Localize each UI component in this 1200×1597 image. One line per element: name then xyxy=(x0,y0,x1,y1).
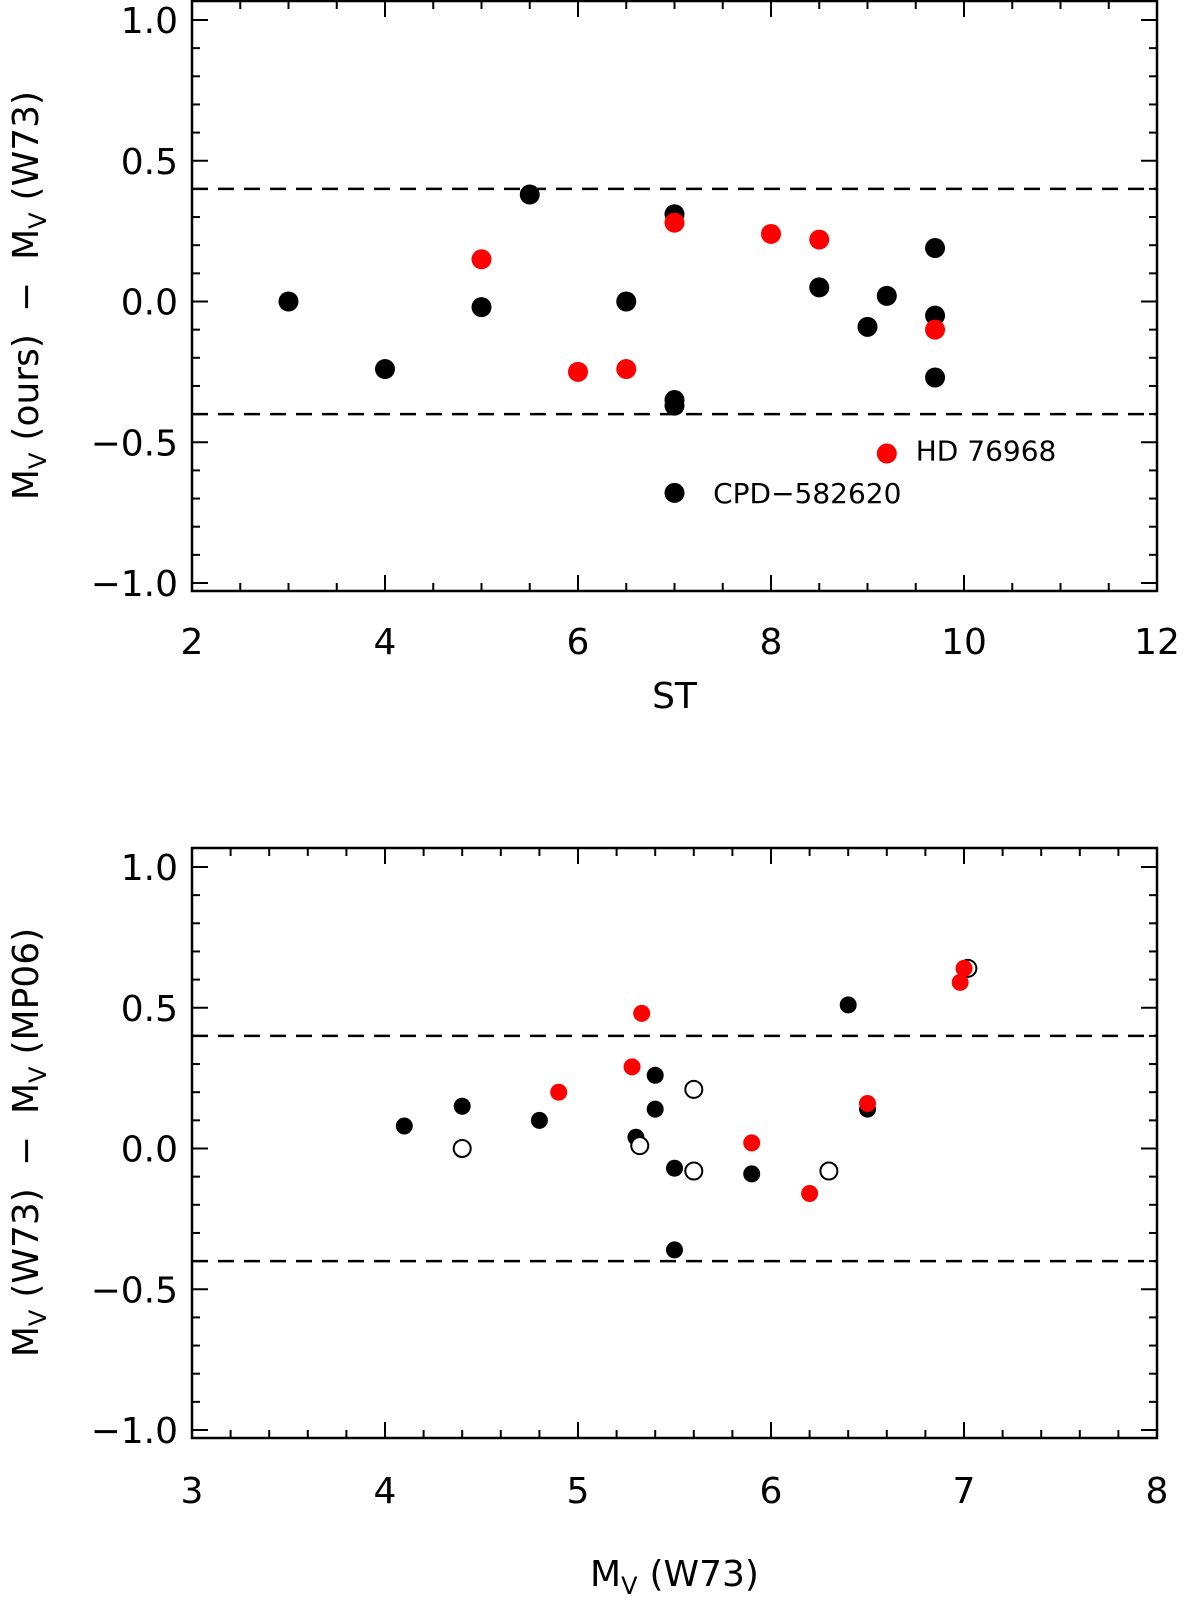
bottom-ylabel-minus: − xyxy=(6,1136,47,1166)
bottom-point-black-open xyxy=(630,1136,650,1156)
bottom-point-black-filled xyxy=(646,1066,664,1084)
top-x-tick-label: 4 xyxy=(374,622,397,663)
bottom-x-tick-label: 6 xyxy=(760,1471,783,1512)
bottom-x-tick-label: 3 xyxy=(181,1471,204,1512)
bottom-point-black-filled xyxy=(666,1241,683,1259)
top-point-black xyxy=(519,184,540,205)
bottom-ylabel-paren2: (MP06) xyxy=(6,928,47,1055)
top-x-tick-label: 8 xyxy=(760,622,783,663)
bottom-xlabel-sub: V xyxy=(621,1572,638,1597)
bottom-y-tick-label: −0.5 xyxy=(91,1270,178,1311)
top-point-black xyxy=(925,305,946,326)
bottom-panel-ticks xyxy=(191,848,1158,1438)
bottom-y-tick-label: 1.0 xyxy=(121,848,178,889)
top-point-red xyxy=(568,361,588,382)
bottom-xlabel-paren: (W73) xyxy=(649,1554,759,1595)
bottom-ylabel-sub1: V xyxy=(24,1309,52,1326)
bottom-point-black-open xyxy=(684,1079,704,1099)
bottom-x-tick-label: 7 xyxy=(953,1471,976,1512)
bottom-point-black-filled xyxy=(453,1097,471,1115)
top-y-tick-label: 0.0 xyxy=(121,283,178,324)
top-x-axis-title: ST xyxy=(652,676,698,717)
top-y-tick-label: 0.5 xyxy=(121,142,178,183)
bottom-x-tick-label: 8 xyxy=(1146,1471,1169,1512)
bottom-x-tick-label: 5 xyxy=(567,1471,590,1512)
bottom-y-axis-title: MV(W73)−MV(MP06) xyxy=(6,928,52,1357)
bottom-y-tick-label: 0.0 xyxy=(121,1130,178,1171)
top-point-red xyxy=(925,319,946,340)
top-ylabel-paren2: (W73) xyxy=(6,91,47,201)
top-x-tick-label: 12 xyxy=(1134,622,1180,663)
top-ylabel-minus: − xyxy=(6,282,47,312)
bottom-point-red xyxy=(623,1058,641,1076)
top-y-tick-label: 1.0 xyxy=(121,1,178,42)
top-panel-marks: HD 76968 CPD−582620 xyxy=(192,184,1157,510)
bottom-ylabel-m1: M xyxy=(6,1326,47,1357)
bottom-point-red xyxy=(801,1185,819,1203)
top-y-tick-label: −0.5 xyxy=(91,423,178,464)
top-point-black xyxy=(278,291,299,312)
top-ylabel-m1: M xyxy=(6,469,47,500)
bottom-point-black-open xyxy=(819,1161,839,1181)
top-y-tick-label: −1.0 xyxy=(91,564,178,605)
top-point-black xyxy=(664,395,685,416)
top-point-black xyxy=(471,297,492,318)
bottom-plot-frame xyxy=(190,846,1159,1440)
bottom-ylabel-m2: M xyxy=(6,1083,47,1114)
bottom-point-black-filled xyxy=(530,1111,548,1129)
bottom-x-axis-title: MV (W73) xyxy=(590,1554,759,1597)
top-point-black xyxy=(925,238,946,259)
top-ylabel-sub1: V xyxy=(24,452,52,469)
top-point-black xyxy=(664,482,685,503)
top-ylabel-paren1: (ours) xyxy=(6,334,47,441)
top-x-tick-label: 2 xyxy=(181,622,204,663)
top-ylabel-m2: M xyxy=(6,229,47,260)
bottom-panel-marks xyxy=(192,958,1157,1263)
top-point-red xyxy=(876,443,897,464)
bottom-point-black-filled xyxy=(839,996,857,1014)
top-point-red xyxy=(471,249,492,270)
bottom-point-red xyxy=(633,1004,651,1022)
bottom-point-black-open xyxy=(684,1161,704,1181)
top-x-tick-label: 10 xyxy=(941,622,987,663)
top-point-red xyxy=(664,212,685,233)
bottom-point-black-open xyxy=(452,1139,472,1158)
top-point-black xyxy=(925,367,946,388)
top-point-black xyxy=(809,277,830,298)
top-panel-tick-labels: 2 4 6 8 10 12 −1.0 −0.5 0.0 0.5 1.0 xyxy=(91,1,1180,663)
bottom-point-red xyxy=(955,959,973,977)
top-point-black xyxy=(876,285,897,306)
top-point-black xyxy=(375,359,395,380)
bottom-y-tick-label: 0.5 xyxy=(121,989,178,1030)
bottom-xlabel-m: M xyxy=(590,1554,621,1595)
bottom-y-tick-label: −1.0 xyxy=(91,1411,178,1452)
bottom-point-black-filled xyxy=(743,1165,761,1183)
top-panel-ticks xyxy=(191,1,1158,591)
bottom-point-red xyxy=(550,1083,568,1101)
bottom-point-red xyxy=(859,1094,876,1112)
top-annotation: CPD−582620 xyxy=(713,477,901,510)
top-point-red xyxy=(616,359,637,380)
top-point-black xyxy=(857,316,878,337)
top-ylabel-sub2: V xyxy=(24,212,52,229)
top-point-red xyxy=(809,229,830,250)
bottom-x-tick-label: 4 xyxy=(374,1471,397,1512)
bottom-point-black-filled xyxy=(646,1100,664,1118)
top-x-tick-label: 6 xyxy=(567,622,590,663)
bottom-point-black-filled xyxy=(666,1159,683,1177)
bottom-point-red xyxy=(743,1134,761,1152)
bottom-panel: 3 4 5 6 7 8−1.0−0.50.00.51.0 MV (W73) MV(W73)−… xyxy=(6,846,1169,1597)
bottom-ylabel-paren1: (W73) xyxy=(6,1188,47,1298)
top-annotation: HD 76968 xyxy=(916,435,1057,468)
top-point-black xyxy=(616,291,637,312)
bottom-ylabel-sub2: V xyxy=(24,1066,52,1083)
top-point-red xyxy=(761,223,781,244)
bottom-point-red xyxy=(951,973,969,991)
bottom-point-black-filled xyxy=(395,1117,413,1135)
top-y-axis-title: MV(ours)−MV(W73) xyxy=(6,91,52,500)
bottom-panel-tick-labels: 3 4 5 6 7 8 −1.0 −0.5 0.0 0.5 1.0 xyxy=(91,848,1169,1512)
